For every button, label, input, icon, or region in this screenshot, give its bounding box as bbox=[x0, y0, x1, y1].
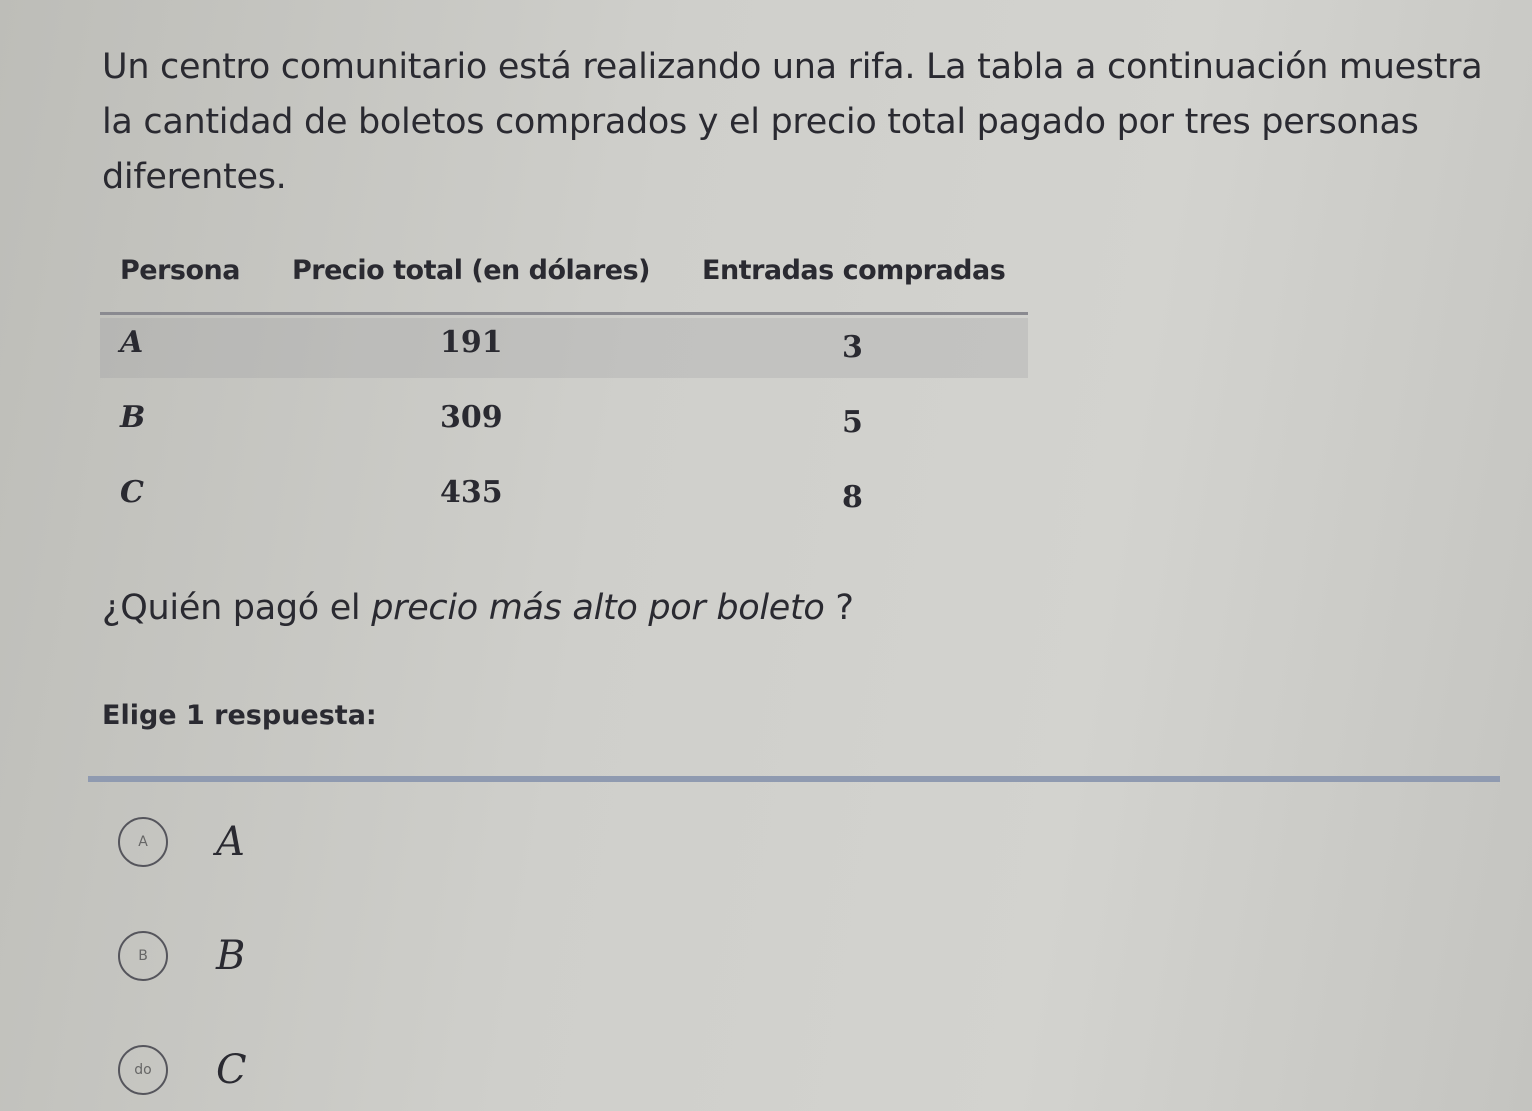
cell-precio: 309 bbox=[440, 400, 503, 435]
header-entradas: Entradas compradas bbox=[702, 255, 1006, 286]
cell-persona: B bbox=[120, 400, 146, 435]
choice-label: B bbox=[216, 933, 246, 979]
table-row-shade bbox=[100, 318, 1028, 378]
question-post: ? bbox=[824, 588, 854, 628]
question-pre: ¿Quién pagó el bbox=[102, 588, 372, 628]
cell-persona: C bbox=[120, 475, 144, 510]
cell-entradas: 5 bbox=[842, 405, 863, 440]
header-persona: Persona bbox=[120, 255, 240, 286]
cell-entradas: 3 bbox=[842, 330, 863, 365]
choice-a[interactable]: A A bbox=[118, 812, 245, 872]
radio-marker[interactable]: B bbox=[118, 931, 168, 981]
radio-marker[interactable]: A bbox=[118, 817, 168, 867]
cell-persona: A bbox=[120, 325, 144, 360]
choice-label: A bbox=[216, 819, 245, 865]
cell-precio: 435 bbox=[440, 475, 503, 510]
cell-precio: 191 bbox=[440, 325, 503, 360]
problem-text: Un centro comunitario está realizando un… bbox=[102, 47, 1483, 197]
radio-marker[interactable]: do bbox=[118, 1045, 168, 1095]
choice-b[interactable]: B B bbox=[118, 926, 245, 986]
instruction: Elige 1 respuesta: bbox=[102, 700, 377, 731]
choice-c[interactable]: do C bbox=[118, 1040, 247, 1100]
header-precio: Precio total (en dólares) bbox=[292, 255, 651, 286]
question: ¿Quién pagó el precio más alto por bolet… bbox=[102, 588, 854, 628]
cell-entradas: 8 bbox=[842, 480, 863, 515]
divider bbox=[88, 776, 1500, 782]
choice-label: C bbox=[216, 1047, 247, 1093]
question-emphasis: precio más alto por boleto bbox=[371, 588, 825, 628]
table-header-divider bbox=[100, 312, 1028, 315]
